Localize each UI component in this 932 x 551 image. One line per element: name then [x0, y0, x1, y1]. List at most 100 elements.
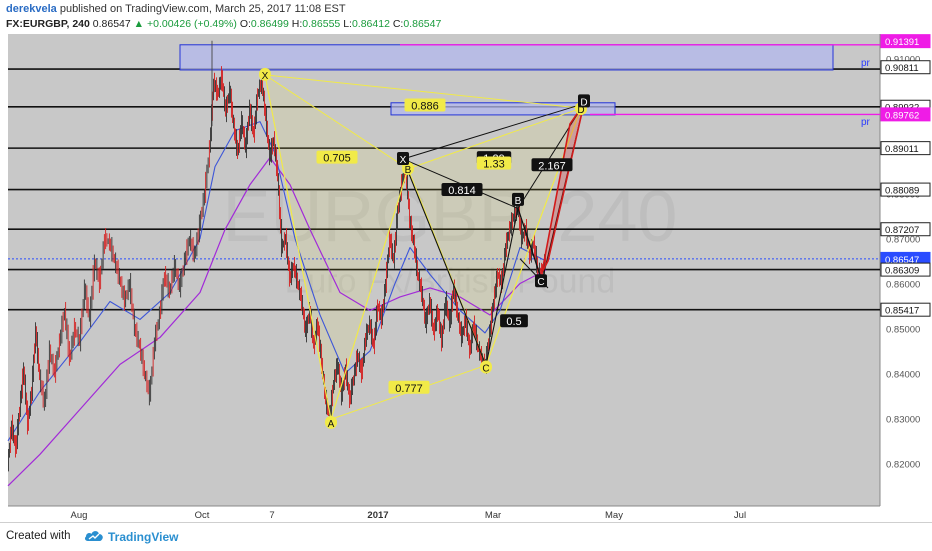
author-link[interactable]: derekvela [6, 3, 57, 15]
price-tick-label: 0.83000 [886, 414, 920, 425]
price-tag: 0.86309 [880, 262, 931, 277]
time-tick-label: 7 [269, 510, 274, 521]
price-tag-box [880, 302, 931, 317]
pattern-leg-xa [264, 74, 332, 420]
price-tag: 0.85417 [880, 302, 931, 317]
pattern-point-label: C [535, 274, 547, 288]
ratio-label-text: 1.33 [483, 158, 504, 170]
ratio-label: 0.814 [441, 182, 483, 197]
pattern-triangle-xab [265, 74, 408, 420]
price-tag-box [880, 34, 931, 49]
pattern-diagonal-xd [264, 74, 582, 109]
point-label-text: B [515, 196, 522, 207]
price-tick-label: 0.84000 [886, 369, 920, 380]
pattern-point-label: B [402, 161, 414, 176]
price-tag: 0.91391 [880, 34, 931, 49]
ratio-label: 0.777 [388, 380, 430, 395]
chart-header: derekvela published on TradingView.com, … [0, 0, 932, 34]
ratio-label: 0.886 [404, 98, 446, 112]
black-leg-bc [517, 208, 543, 282]
price-tag: 0.87207 [880, 222, 931, 237]
price-tag-box [880, 107, 931, 122]
time-axis-background [8, 506, 880, 522]
point-label-text: X [400, 155, 407, 166]
price-tick-label: 0.86000 [886, 279, 920, 290]
point-label-text: C [482, 364, 489, 375]
price-tag: 0.89011 [880, 141, 931, 156]
price-tag-box [880, 222, 931, 237]
point-label-box [259, 67, 271, 81]
price-tag: 0.89762 [880, 107, 931, 122]
price-tag-text: 0.90811 [885, 63, 919, 74]
black-leg-xc [402, 158, 487, 366]
ratio-label-text: 0.777 [395, 383, 423, 395]
ohlc-line: FX:EURGBP, 240 0.86547 ▲ +0.00426 (+0.49… [6, 18, 441, 30]
price-tag-text: 0.89011 [885, 144, 919, 155]
price-tag-box [880, 141, 931, 156]
pattern-point-label: D [578, 94, 590, 108]
point-label-box [325, 415, 337, 429]
ratio-label-text: 0.814 [448, 185, 476, 197]
change-value: +0.00426 (+0.49%) [146, 18, 237, 30]
ratio-label-box [404, 98, 446, 112]
price-tick-label: 0.87000 [886, 235, 920, 246]
price-tag-box [880, 262, 931, 277]
pattern-diagonal-xb [264, 74, 409, 170]
ratio-label-text: 0.5 [506, 316, 521, 328]
black-diagonal-xd [402, 103, 585, 160]
high-value: 0.86555 [302, 18, 341, 30]
point-label-box [512, 192, 524, 206]
price-zone-rect [179, 44, 834, 71]
tradingview-brand[interactable]: TradingView [108, 530, 179, 544]
open-label: O: [239, 18, 251, 30]
point-label-text: B [405, 165, 412, 176]
price-tag-text: 0.85417 [885, 306, 919, 317]
price-tag-box [880, 182, 931, 197]
time-tick-label: Jul [734, 510, 746, 521]
ratio-label-text: 0.886 [411, 100, 439, 112]
open-value: 0.86499 [250, 18, 289, 30]
ratio-label-text: 2.167 [538, 160, 566, 172]
last-price: 0.86547 [92, 18, 131, 30]
pattern-point-label: X [397, 151, 409, 166]
price-tag-text: 0.87207 [885, 225, 919, 236]
pattern-point-label: X [259, 67, 271, 82]
point-label-box [535, 274, 547, 288]
price-tag-text: 0.89762 [885, 110, 919, 121]
close-label: C: [392, 18, 404, 30]
ratio-label-box [476, 156, 512, 170]
point-label-text: X [262, 71, 269, 82]
ratio-label-text: 0.705 [323, 153, 351, 165]
price-tag: 0.88089 [880, 182, 931, 197]
price-tag-text: 0.88089 [885, 186, 919, 197]
point-label-box [578, 94, 590, 108]
point-label-box [397, 151, 409, 165]
ratio-label-box [500, 314, 528, 328]
moving-average-fast [7, 121, 547, 442]
created-with-text: Created with [6, 530, 71, 542]
zone-label-pr: pr [861, 117, 871, 128]
pattern-leg-ab [330, 168, 409, 420]
ratio-label: 2.167 [531, 158, 573, 172]
tradingview-cloud-icon[interactable] [84, 529, 104, 543]
ratio-label: 0.705 [316, 150, 358, 165]
low-label: L: [343, 18, 352, 30]
point-label-box [480, 360, 492, 374]
point-label-text: D [577, 105, 584, 116]
ratio-label-box [388, 380, 430, 394]
pattern-diagonal-bd [407, 107, 582, 170]
price-tag-box [880, 60, 931, 75]
close-value: 0.86547 [403, 18, 442, 30]
ratio-label-box [531, 158, 573, 172]
pattern-point-label: A [325, 415, 337, 430]
point-label-box [402, 161, 414, 175]
zone-label-pr: pr [861, 58, 871, 69]
pattern-triangle-bcd [408, 108, 581, 366]
point-label-text: A [328, 419, 335, 430]
time-tick-label: Aug [71, 510, 88, 521]
left-margin [0, 34, 8, 506]
footer-bar: Created with TradingView [0, 522, 932, 551]
ratio-label-box [316, 150, 358, 164]
price-tag-text: 0.86547 [885, 255, 919, 266]
